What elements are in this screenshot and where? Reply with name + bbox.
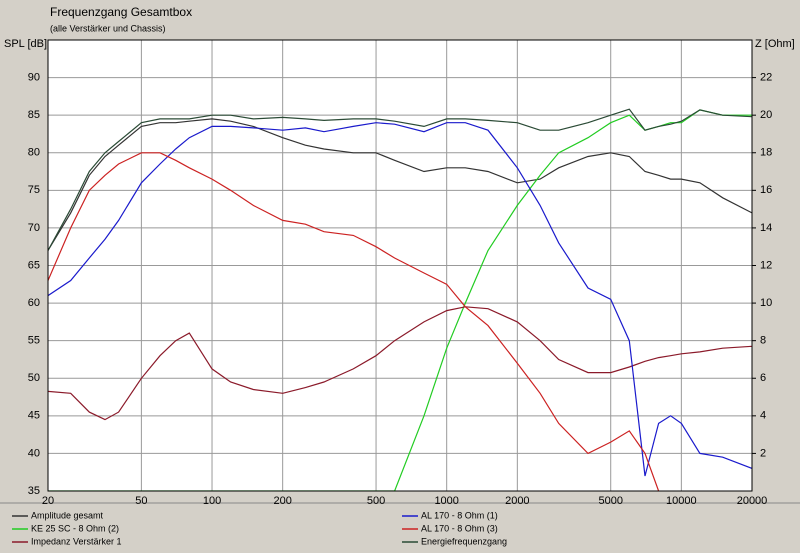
y2-tick-label: 22: [760, 71, 772, 83]
y-tick-label: 55: [28, 335, 40, 347]
y-tick-label: 70: [28, 222, 40, 234]
series-line: [48, 152, 660, 491]
y2-tick-label: 18: [760, 147, 772, 159]
y-tick-label: 75: [28, 184, 40, 196]
legend-label: AL 170 - 8 Ohm (1): [421, 510, 498, 520]
x-tick-label: 20000: [737, 495, 768, 507]
y2-tick-label: 2: [760, 447, 766, 459]
y-tick-label: 50: [28, 372, 40, 384]
y-tick-label: 45: [28, 410, 40, 422]
chart-title: Frequenzgang Gesamtbox: [50, 5, 192, 19]
y2-axis-label: Z [Ohm]: [755, 38, 795, 50]
y2-tick-label: 20: [760, 109, 772, 121]
x-tick-label: 100: [203, 495, 221, 507]
chart-subtitle: (alle Verstärker und Chassis): [50, 23, 166, 33]
legend-label: KE 25 SC - 8 Ohm (2): [31, 523, 119, 533]
y2-tick-label: 10: [760, 297, 772, 309]
y-tick-label: 65: [28, 259, 40, 271]
y2-tick-label: 14: [760, 222, 772, 234]
legend-label: Impedanz Verstärker 1: [31, 536, 122, 546]
y2-tick-label: 6: [760, 372, 766, 384]
y2-tick-label: 16: [760, 184, 772, 196]
y-tick-label: 40: [28, 447, 40, 459]
legend-label: AL 170 - 8 Ohm (3): [421, 523, 498, 533]
legend-label: Amplitude gesamt: [31, 510, 104, 520]
y-tick-label: 60: [28, 297, 40, 309]
y2-tick-label: 12: [760, 259, 772, 271]
y-tick-label: 85: [28, 109, 40, 121]
series-line: [48, 306, 752, 421]
x-tick-label: 10000: [666, 495, 697, 507]
series-line: [48, 122, 752, 477]
y-tick-label: 90: [28, 71, 40, 83]
y2-tick-label: 4: [760, 410, 766, 422]
y-tick-label: 80: [28, 147, 40, 159]
y-axis-label: SPL [dB]: [4, 38, 47, 50]
x-tick-label: 20: [42, 495, 54, 507]
x-tick-label: 2000: [505, 495, 529, 507]
x-tick-label: 50: [135, 495, 147, 507]
x-tick-label: 500: [367, 495, 385, 507]
y2-tick-label: 8: [760, 335, 766, 347]
y-tick-label: 35: [28, 485, 40, 497]
series-line: [48, 108, 752, 251]
legend-label: Energiefrequenzgang: [421, 536, 507, 546]
x-tick-label: 5000: [598, 495, 622, 507]
series-line: [48, 118, 752, 251]
x-tick-label: 200: [273, 495, 291, 507]
x-tick-label: 1000: [434, 495, 458, 507]
